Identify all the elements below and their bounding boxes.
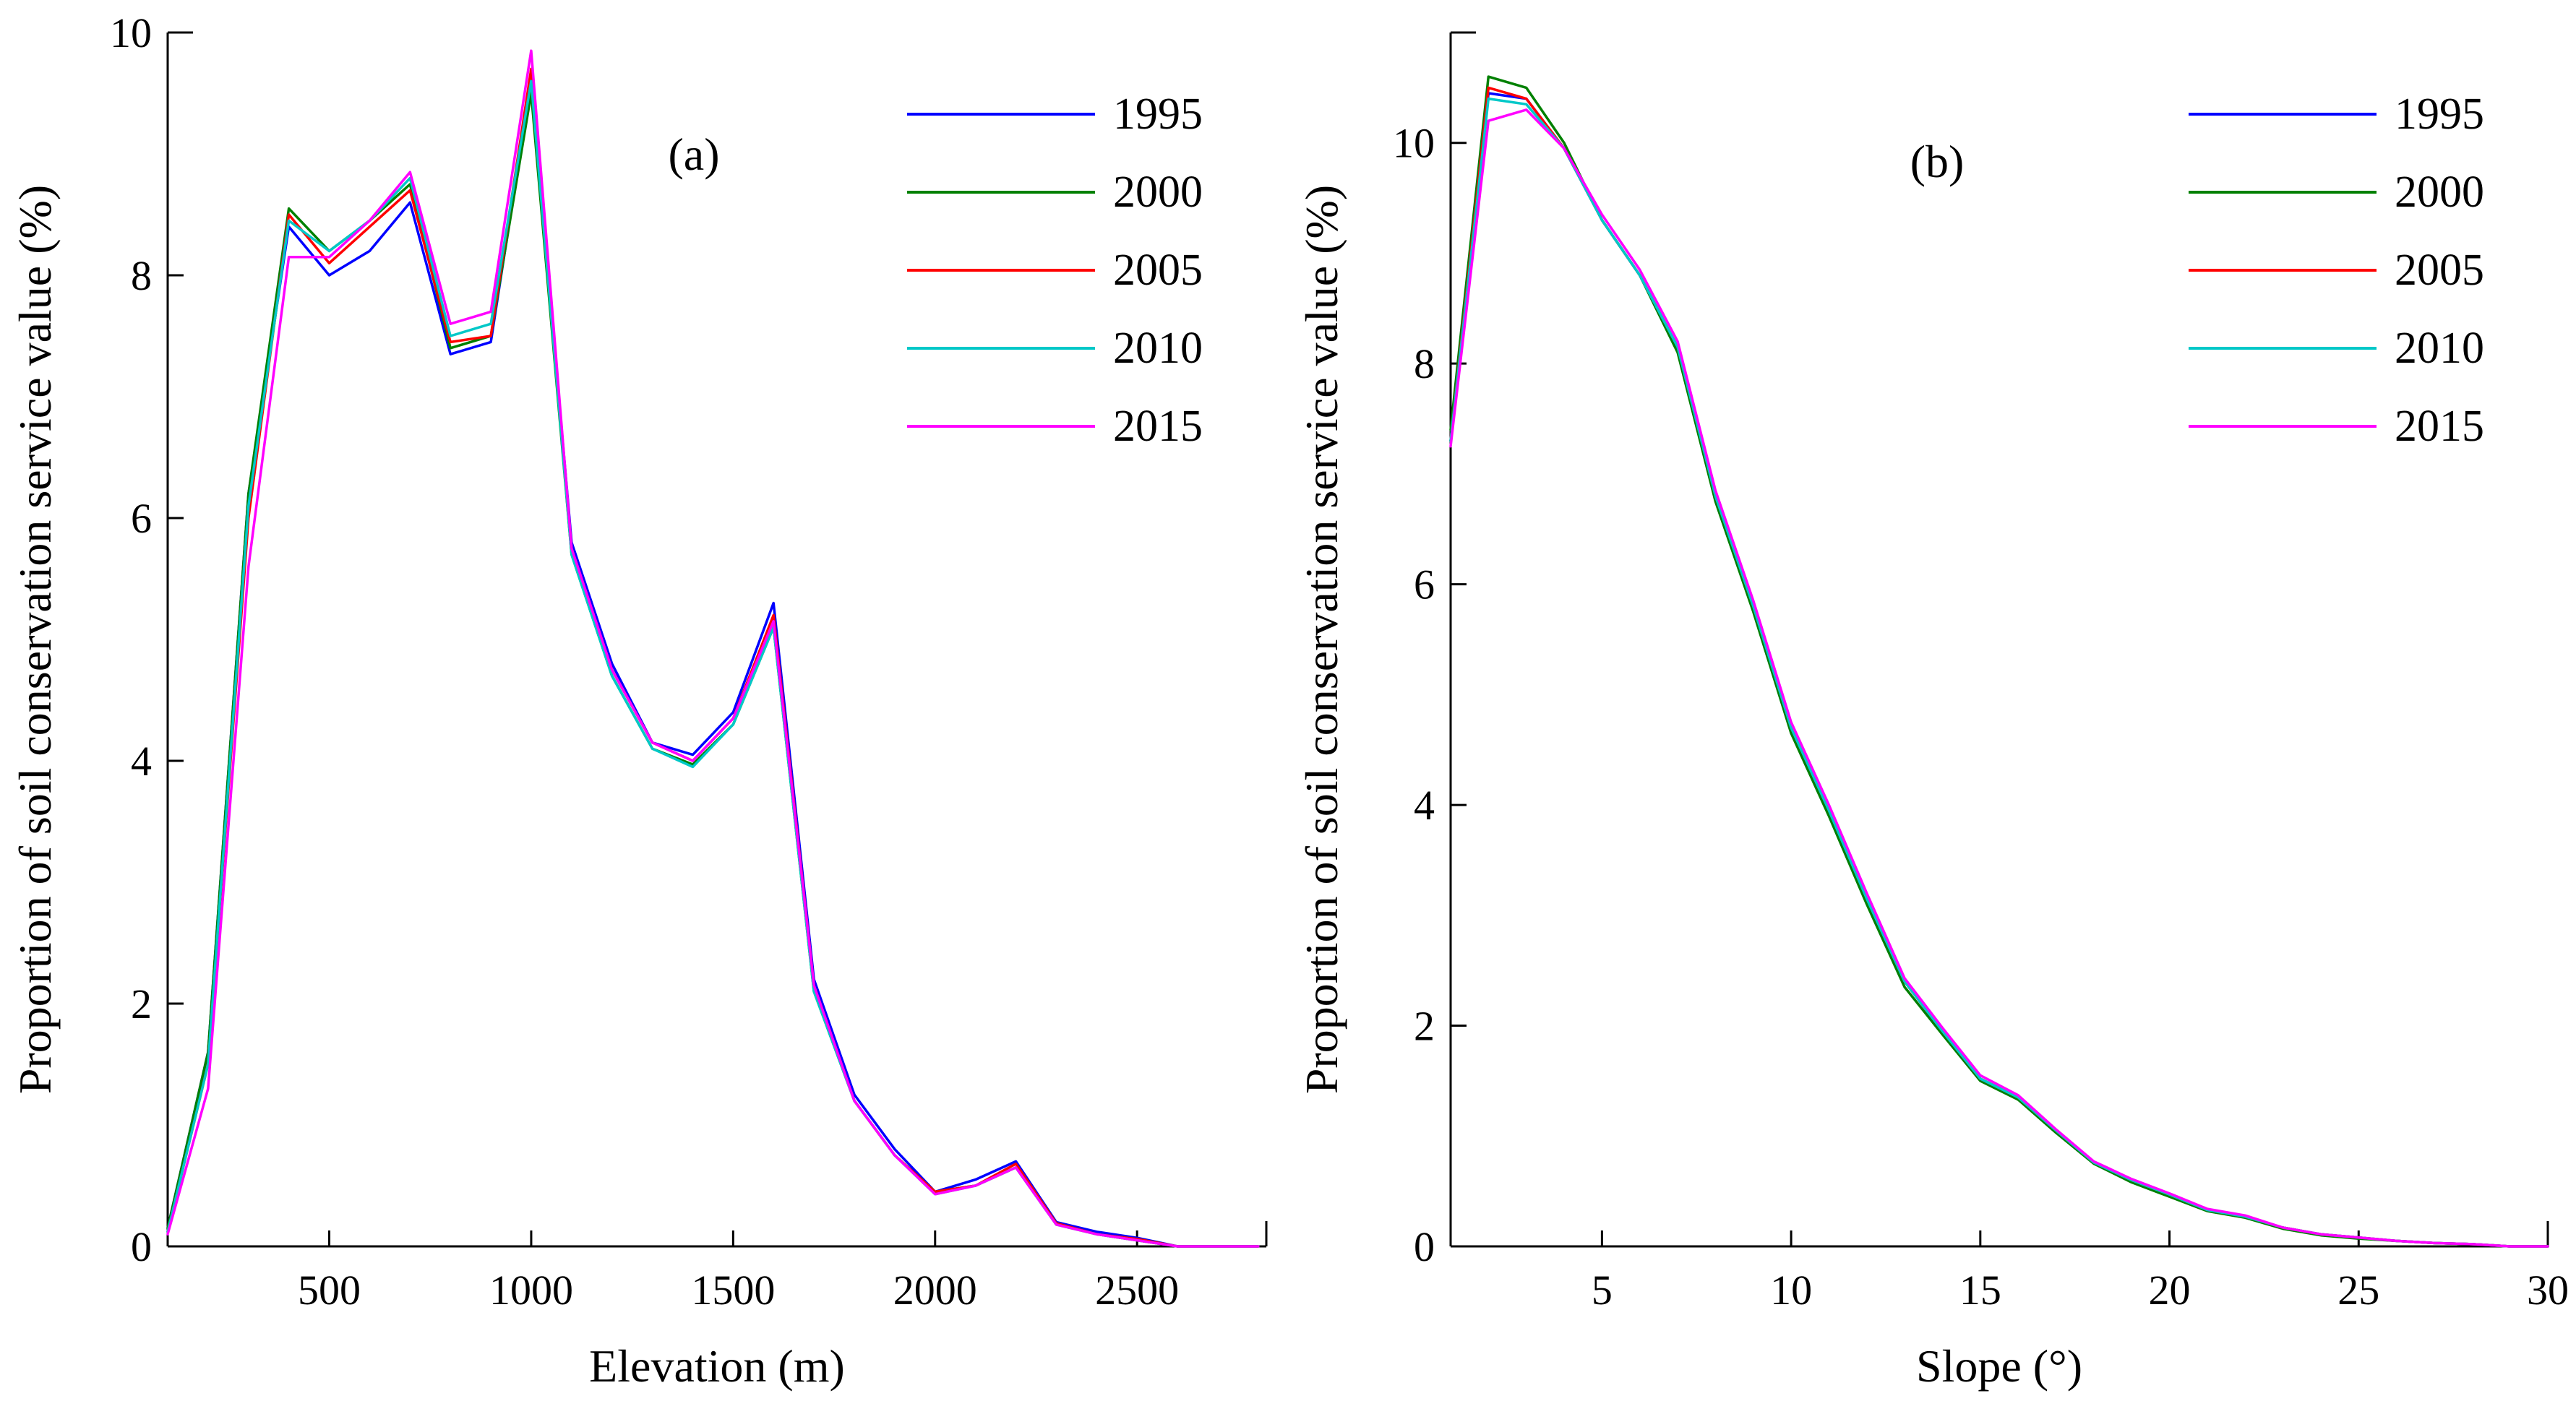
x-tick-label: 1000 xyxy=(489,1267,573,1314)
legend-label-2000: 2000 xyxy=(2395,168,2484,217)
x-tick-label: 5 xyxy=(1592,1267,1613,1314)
y-tick-label: 4 xyxy=(131,738,152,785)
panel-label: (b) xyxy=(1910,136,1965,187)
series-line-2015 xyxy=(1449,108,2549,1248)
x-tick-label: 10 xyxy=(1770,1267,1812,1314)
legend-label-2015: 2015 xyxy=(1113,402,1203,451)
legend-label-1995: 1995 xyxy=(2395,90,2484,139)
y-tick-label: 8 xyxy=(1414,340,1435,387)
legend-label-1995: 1995 xyxy=(1113,90,1203,139)
series-line-2005 xyxy=(166,67,1260,1248)
panel-label: (a) xyxy=(668,129,719,180)
series-line-2005 xyxy=(1449,86,2549,1248)
y-tick-label: 6 xyxy=(131,495,152,542)
series-line-2000 xyxy=(166,92,1260,1248)
legend-label-2005: 2005 xyxy=(1113,246,1203,295)
x-axis-title: Elevation (m) xyxy=(589,1340,845,1392)
x-axis-title: Slope (°) xyxy=(1916,1340,2082,1392)
y-tick-label: 2 xyxy=(1414,1003,1435,1050)
series-line-1995 xyxy=(1449,92,2549,1248)
y-axis-title: Proportion of soil conservation service … xyxy=(9,185,61,1094)
series-line-2010 xyxy=(1449,97,2549,1248)
y-tick-label: 6 xyxy=(1414,561,1435,608)
x-tick-label: 500 xyxy=(298,1267,361,1314)
y-axis-title: Proportion of soil conservation service … xyxy=(1296,185,1347,1094)
panel-a-elevation-chart: 500 1000 1500 2000 2500 0 2 4 6 8 10 Elevation (m) P… xyxy=(9,9,1268,1392)
legend-label-2005: 2005 xyxy=(2395,246,2484,295)
series-line-2015 xyxy=(166,49,1260,1248)
legend-label-2010: 2010 xyxy=(2395,324,2484,373)
y-tick-label: 0 xyxy=(131,1223,152,1270)
x-tick-label: 15 xyxy=(1959,1267,2001,1314)
y-tick-label: 10 xyxy=(1393,120,1435,167)
x-tick-label: 20 xyxy=(2149,1267,2191,1314)
series-line-1995 xyxy=(166,79,1260,1248)
y-tick-label: 4 xyxy=(1414,782,1435,829)
y-tick-label: 10 xyxy=(110,9,152,56)
y-tick-label: 0 xyxy=(1414,1223,1435,1270)
x-tick-label: 1500 xyxy=(691,1267,775,1314)
series-line-2000 xyxy=(1449,75,2549,1248)
panel-b-slope-chart: 5 10 15 20 25 30 0 2 4 6 8 10 Slope (°) Proportion of… xyxy=(1296,31,2569,1392)
x-tick-label: 25 xyxy=(2337,1267,2379,1314)
x-tick-label: 30 xyxy=(2527,1267,2569,1314)
legend-label-2000: 2000 xyxy=(1113,168,1203,217)
x-tick-label: 2500 xyxy=(1095,1267,1179,1314)
legend-label-2010: 2010 xyxy=(1113,324,1203,373)
x-tick-label: 2000 xyxy=(893,1267,977,1314)
y-tick-label: 2 xyxy=(131,980,152,1027)
legend-label-2015: 2015 xyxy=(2395,402,2484,451)
y-tick-label: 8 xyxy=(131,252,152,299)
